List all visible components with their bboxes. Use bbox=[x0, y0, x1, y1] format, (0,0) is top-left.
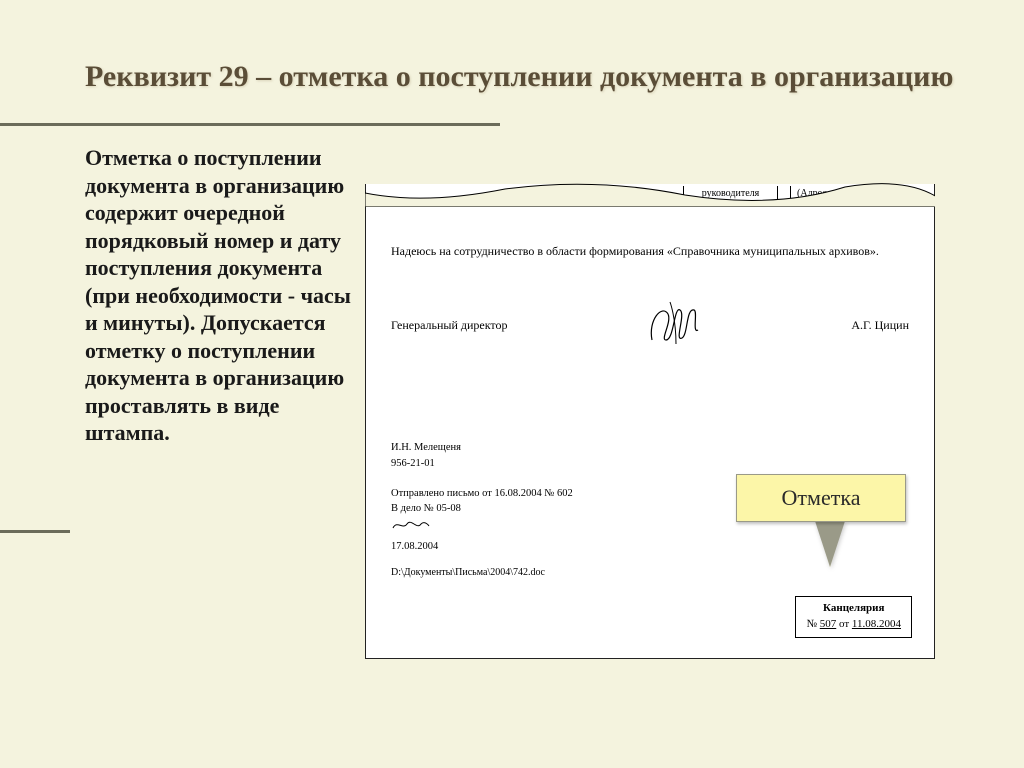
slide-title: Реквизит 29 – отметка о поступлении доку… bbox=[85, 50, 954, 104]
doc-torn-top-edge bbox=[365, 183, 935, 207]
executor-name: И.Н. Мелещеня bbox=[391, 440, 909, 456]
callout-label: Отметка bbox=[782, 485, 861, 511]
executor-phone: 956-21-01 bbox=[391, 456, 909, 472]
document-illustration: руководителя (Адрес, телефоны, факс) Над… bbox=[365, 144, 994, 659]
signature-graphic bbox=[551, 300, 799, 350]
slide-body-text: Отметка о поступлении документа в органи… bbox=[85, 144, 365, 447]
document-sheet: руководителя (Адрес, телефоны, факс) Над… bbox=[365, 184, 935, 659]
callout-tail bbox=[816, 522, 844, 567]
signatory-title: Генеральный директор bbox=[391, 318, 551, 333]
title-underline bbox=[0, 123, 500, 126]
callout-box: Отметка bbox=[736, 474, 906, 522]
content-row: Отметка о поступлении документа в органи… bbox=[0, 134, 1024, 659]
doc-body-text: Надеюсь на сотрудничество в области форм… bbox=[391, 242, 909, 260]
left-accent-bar bbox=[0, 530, 70, 533]
signature-row: Генеральный директор А.Г. Цицин bbox=[391, 300, 909, 350]
stamp-number-date: № 507 от 11.08.2004 bbox=[806, 617, 901, 632]
slide-title-block: Реквизит 29 – отметка о поступлении доку… bbox=[0, 0, 1024, 134]
incoming-stamp: Канцелярия № 507 от 11.08.2004 bbox=[795, 596, 912, 638]
stamp-org: Канцелярия bbox=[806, 601, 901, 616]
signatory-name: А.Г. Цицин bbox=[799, 318, 909, 333]
